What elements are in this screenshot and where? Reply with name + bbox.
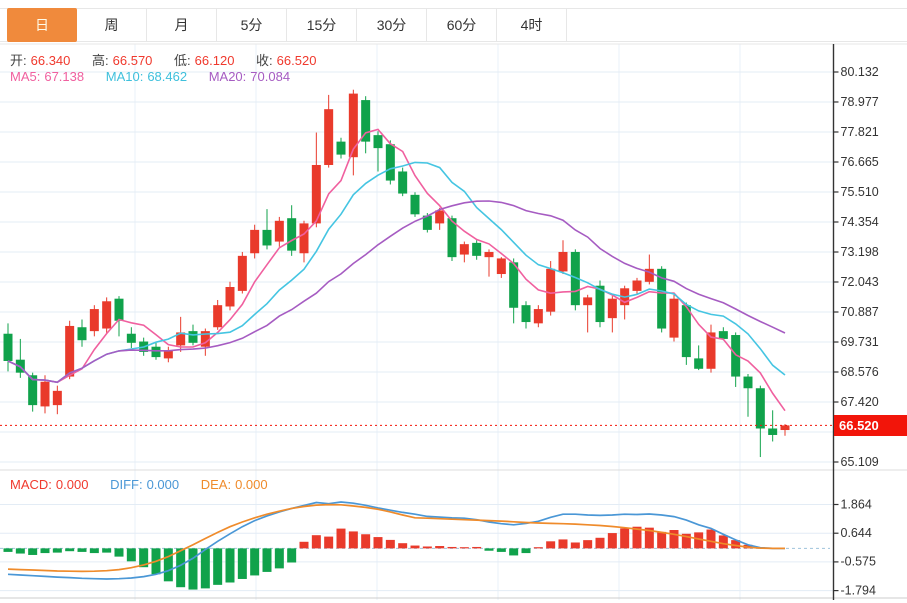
high-label: 高:	[92, 53, 109, 68]
open-label: 开:	[10, 53, 27, 68]
tab-30min[interactable]: 30分	[357, 9, 427, 41]
macd-value: 0.000	[55, 477, 89, 492]
svg-text:76.665: 76.665	[841, 155, 879, 169]
tab-5min[interactable]: 5分	[217, 9, 287, 41]
ma5-value: 67.138	[44, 69, 85, 84]
svg-text:72.043: 72.043	[841, 275, 879, 289]
ma-header: MA5: 67.138 MA10: 68.462 MA20: 70.084	[10, 69, 294, 84]
svg-text:74.354: 74.354	[841, 215, 879, 229]
low-value: 66.120	[194, 53, 235, 68]
diff-value: 0.000	[146, 477, 180, 492]
tab-15min[interactable]: 15分	[287, 9, 357, 41]
svg-text:80.132: 80.132	[841, 65, 879, 79]
ma10-value: 68.462	[147, 69, 188, 84]
svg-text:75.510: 75.510	[841, 185, 879, 199]
svg-text:-0.575: -0.575	[841, 555, 876, 569]
low-label: 低:	[174, 53, 191, 68]
svg-text:68.576: 68.576	[841, 365, 879, 379]
svg-text:73.198: 73.198	[841, 245, 879, 259]
tab-4hour[interactable]: 4时	[497, 9, 567, 41]
svg-text:69.731: 69.731	[841, 335, 879, 349]
dea-label: DEA:	[200, 477, 232, 492]
svg-text:78.977: 78.977	[841, 95, 879, 109]
svg-text:77.821: 77.821	[841, 125, 879, 139]
ohlc-header: 开: 66.340 高: 66.570 低: 66.120 收: 66.520	[10, 50, 320, 69]
macd-label: MACD:	[10, 477, 52, 492]
svg-text:1.864: 1.864	[841, 497, 872, 511]
ma10-label: MA10:	[105, 69, 144, 84]
ma20-value: 70.084	[250, 69, 291, 84]
dea-value: 0.000	[235, 477, 268, 492]
svg-text:70.887: 70.887	[841, 305, 879, 319]
diff-label: DIFF:	[110, 477, 143, 492]
svg-text:-1.794: -1.794	[841, 583, 876, 597]
tab-60min[interactable]: 60分	[427, 9, 497, 41]
svg-text:0.644: 0.644	[841, 526, 872, 540]
ma5-label: MA5:	[10, 69, 41, 84]
tab-month[interactable]: 月	[147, 9, 217, 41]
tab-week[interactable]: 周	[77, 9, 147, 41]
ma20-label: MA20:	[208, 69, 247, 84]
last-price-badge: 66.520	[834, 415, 907, 436]
high-value: 66.570	[112, 53, 153, 68]
tab-day[interactable]: 日	[7, 8, 77, 42]
close-label: 收:	[256, 53, 273, 68]
period-tab-bar: 日 周 月 5分 15分 30分 60分 4时	[0, 8, 907, 42]
macd-header: MACD: 0.000 DIFF: 0.000 DEA: 0.000	[10, 477, 272, 492]
svg-text:67.420: 67.420	[841, 395, 879, 409]
svg-text:65.109: 65.109	[841, 455, 879, 469]
close-value: 66.520	[276, 53, 317, 68]
open-value: 66.340	[30, 53, 71, 68]
